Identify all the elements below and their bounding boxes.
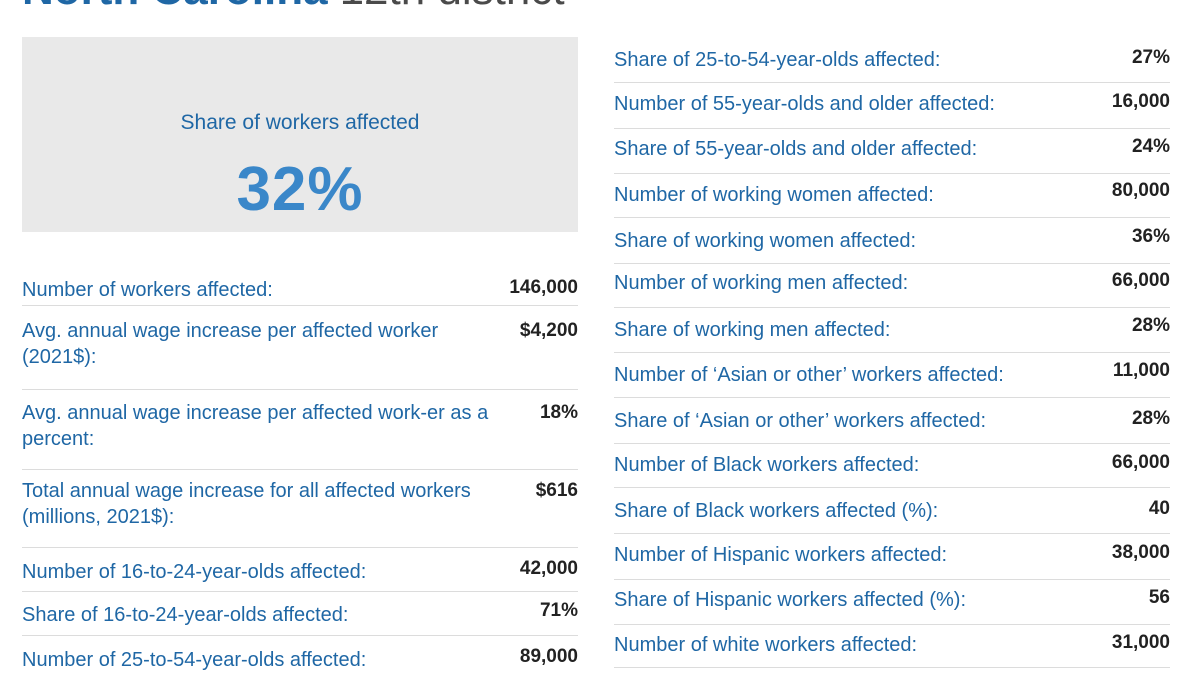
row-value: 16,000 [1111, 91, 1170, 112]
state-name: North Carolina [22, 0, 328, 14]
row-label: Number of 25-to-54-year-olds affected: [22, 649, 367, 671]
table-row: Share of Black workers affected (%): 40 [614, 492, 1170, 534]
row-label: Share of 25-to-54-year-olds affected: [614, 49, 941, 71]
table-row: Share of ‘Asian or other’ workers affect… [614, 402, 1170, 444]
row-label: Number of white workers affected: [614, 634, 918, 656]
table-row: Number of working men affected: 66,000 [614, 268, 1170, 308]
row-label: Share of ‘Asian or other’ workers affect… [614, 410, 987, 432]
row-value: 66,000 [1111, 270, 1170, 291]
table-row: Share of 25-to-54-year-olds affected: 27… [614, 45, 1170, 83]
highlight-value: 32% [236, 155, 364, 224]
row-label: Share of 55-year-olds and older affected… [614, 138, 978, 160]
row-value: 146,000 [509, 277, 578, 298]
row-label: Number of working men affected: [614, 272, 909, 294]
row-label: Share of working women affected: [614, 230, 917, 252]
table-row: Avg. annual wage increase per affected w… [22, 318, 578, 390]
highlight-box: Share of workers affected 32% [22, 37, 578, 232]
row-value: $4,200 [519, 320, 578, 341]
row-value: 24% [1131, 136, 1170, 157]
table-row: Share of working women affected: 36% [614, 224, 1170, 264]
row-value: 28% [1131, 315, 1170, 336]
table-row: Number of Hispanic workers affected: 38,… [614, 538, 1170, 580]
row-label: Share of working men affected: [614, 319, 891, 341]
table-row: Share of 55-year-olds and older affected… [614, 134, 1170, 174]
row-label: Total annual wage increase for all affec… [22, 480, 471, 528]
row-label: Number of working women affected: [614, 184, 934, 206]
table-row: Number of white workers affected: 31,000 [614, 628, 1170, 668]
table-row: Number of workers affected: 146,000 [22, 274, 578, 306]
row-label: Avg. annual wage increase per affected w… [22, 320, 439, 368]
row-value: 80,000 [1111, 180, 1170, 201]
district-name: 12th district [340, 0, 565, 14]
table-row: Share of Hispanic workers affected (%): … [614, 583, 1170, 625]
table-row: Number of 25-to-54-year-olds affected: 8… [22, 644, 578, 675]
row-label: Number of 55-year-olds and older affecte… [614, 93, 995, 115]
row-value: 42,000 [519, 558, 578, 579]
row-value: 31,000 [1111, 632, 1170, 653]
row-value: 56 [1148, 587, 1170, 608]
row-value: 40 [1148, 498, 1170, 519]
row-label: Number of Black workers affected: [614, 454, 920, 476]
row-label: Share of 16-to-24-year-olds affected: [22, 604, 349, 626]
table-row: Total annual wage increase for all affec… [22, 478, 578, 548]
row-value: 18% [539, 402, 578, 423]
row-label: Number of workers affected: [22, 279, 273, 301]
row-value: 66,000 [1111, 452, 1170, 473]
row-label: Avg. annual wage increase per affected w… [22, 402, 489, 450]
table-row: Number of 55-year-olds and older affecte… [614, 89, 1170, 129]
table-row: Number of 16-to-24-year-olds affected: 4… [22, 556, 578, 592]
table-row: Share of 16-to-24-year-olds affected: 71… [22, 598, 578, 636]
row-value: 38,000 [1111, 542, 1170, 563]
table-row: Number of Black workers affected: 66,000 [614, 448, 1170, 488]
row-label: Share of Hispanic workers affected (%): [614, 589, 967, 611]
row-value: 27% [1131, 47, 1170, 68]
row-value: 89,000 [519, 646, 578, 667]
table-row: Number of ‘Asian or other’ workers affec… [614, 358, 1170, 398]
table-row: Number of working women affected: 80,000 [614, 178, 1170, 218]
row-label: Share of Black workers affected (%): [614, 500, 939, 522]
row-value: $616 [535, 480, 578, 501]
row-value: 11,000 [1112, 360, 1170, 381]
table-row: Avg. annual wage increase per affected w… [22, 400, 578, 470]
row-label: Number of 16-to-24-year-olds affected: [22, 561, 367, 583]
row-label: Number of Hispanic workers affected: [614, 544, 948, 566]
highlight-label: Share of workers affected [180, 111, 420, 134]
row-value: 71% [539, 600, 578, 621]
table-row: Share of working men affected: 28% [614, 313, 1170, 353]
page-title: North Carolina 12th district [22, 0, 565, 12]
row-label: Number of ‘Asian or other’ workers affec… [614, 364, 1004, 386]
row-value: 28% [1131, 408, 1170, 429]
row-value: 36% [1131, 226, 1170, 247]
